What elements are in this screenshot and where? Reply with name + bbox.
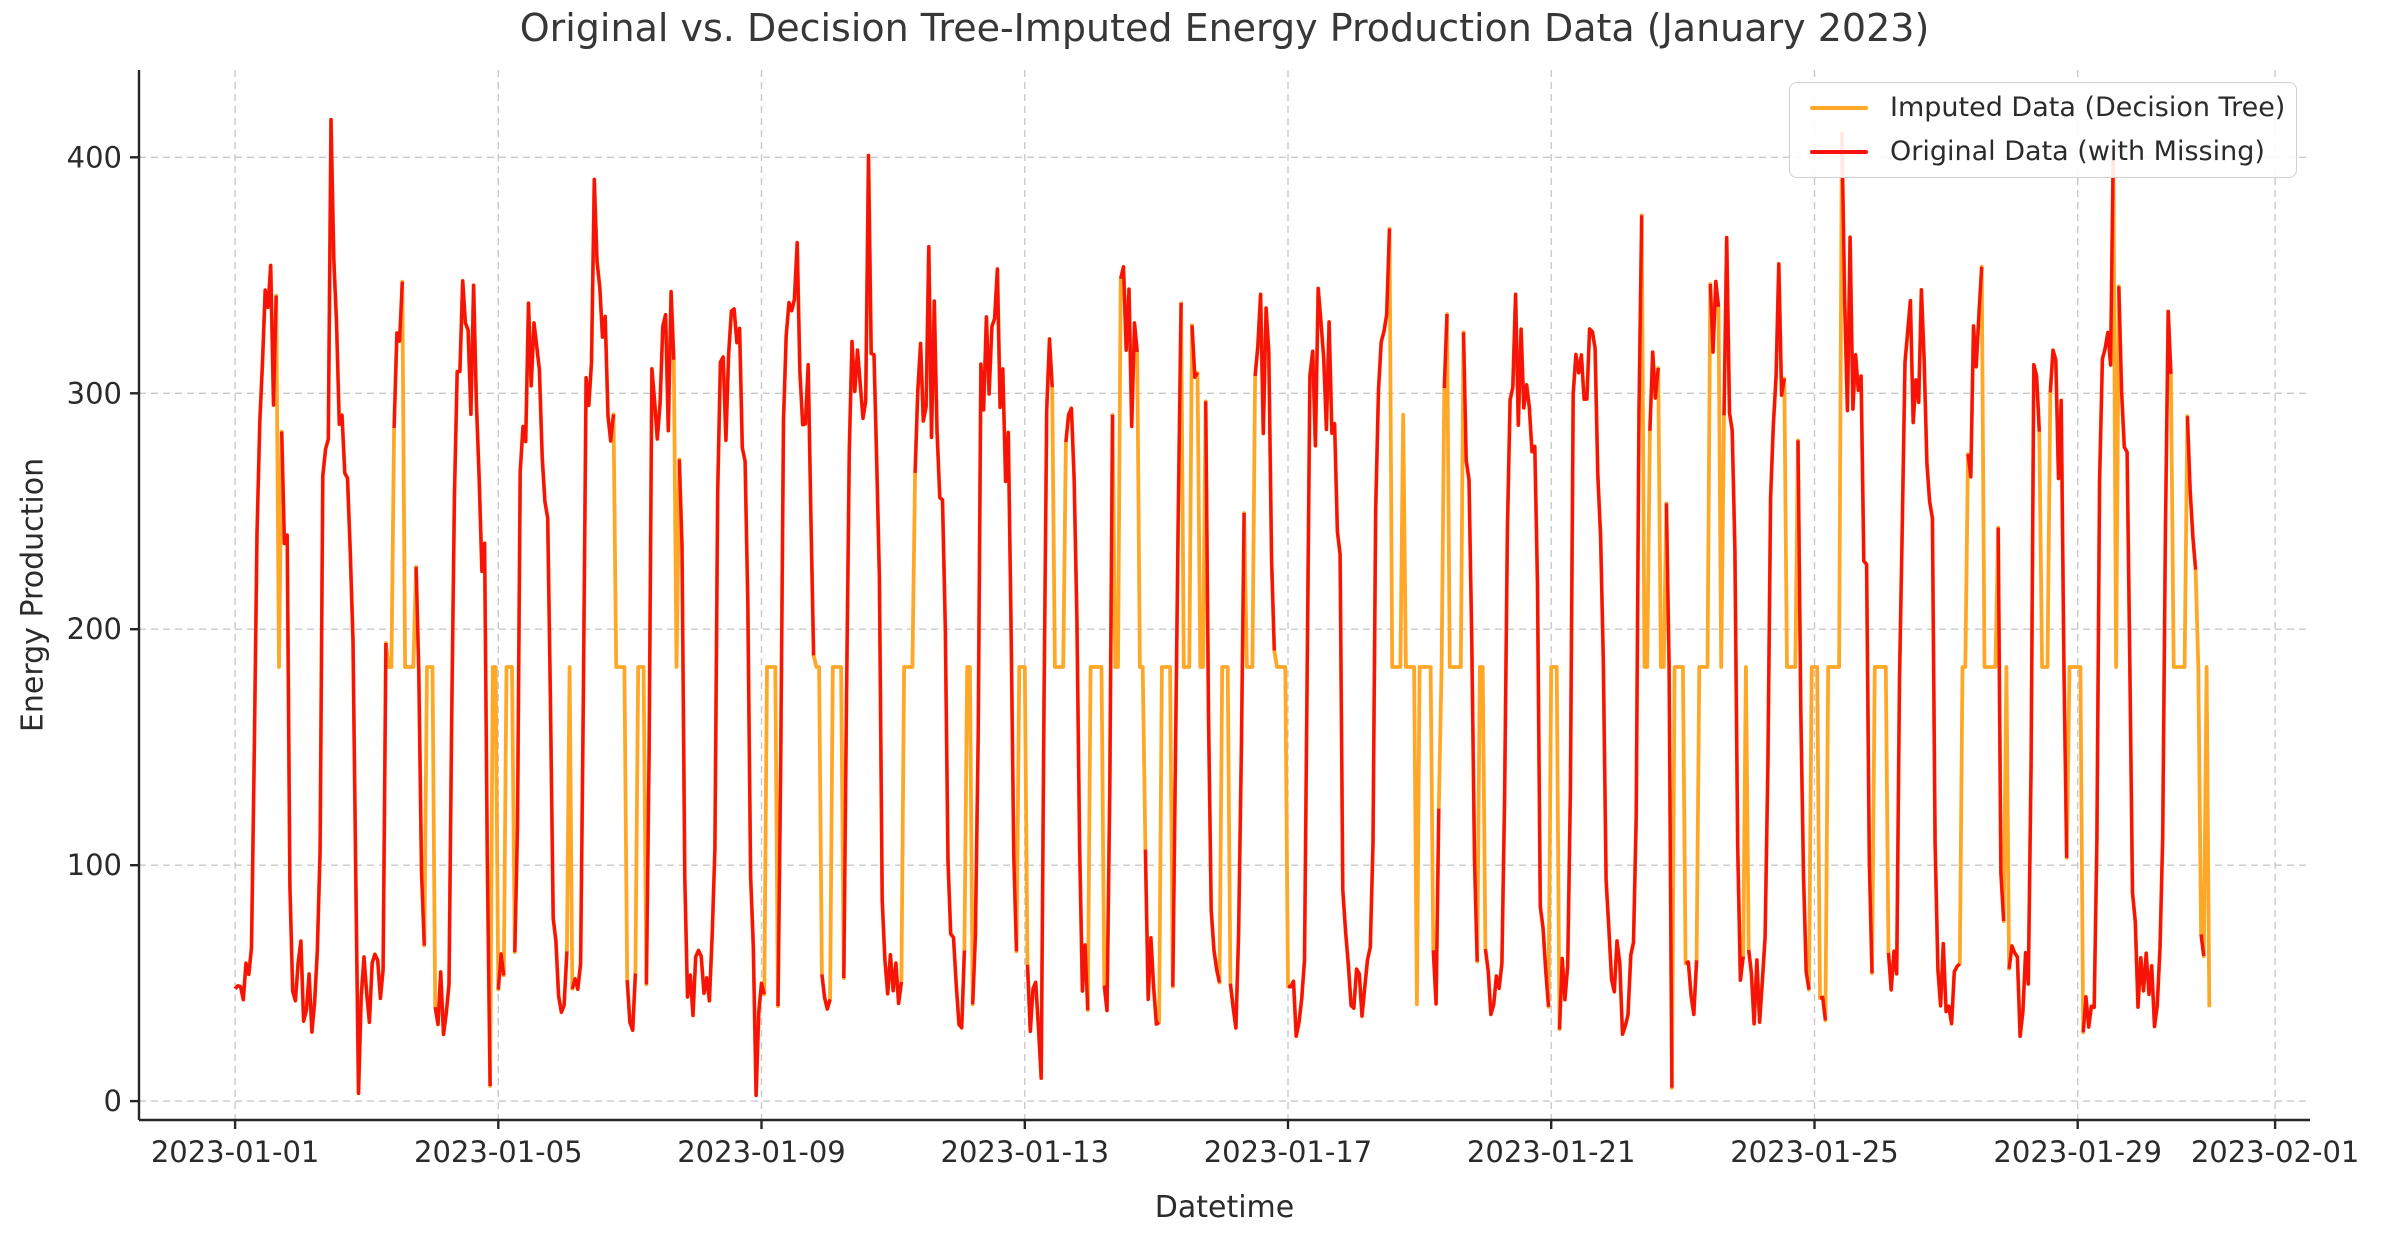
x-tick-label-2023-01-13: 2023-01-13 [941,1135,1110,1169]
legend-entry-imputed: Imputed Data (Decision Tree) [1804,91,2286,125]
x-tick-label-2023-02-01: 2023-02-01 [2191,1135,2360,1169]
chart-title: Original vs. Decision Tree-Imputed Energ… [519,6,1930,50]
x-tick-label-2023-01-05: 2023-01-05 [414,1135,583,1169]
y-tick-label-0: 0 [104,1084,122,1118]
y-tick-label-300: 300 [67,376,122,410]
x-tick-label-2023-01-01: 2023-01-01 [151,1135,320,1169]
original-series-line [235,120,2209,1096]
x-tick-label-2023-01-17: 2023-01-17 [1204,1135,1373,1169]
y-axis-label: Energy Production [15,457,51,733]
legend-label-original: Original Data (with Missing) [1890,136,2265,167]
imputed-series-line [233,117,2212,1098]
original-line-swatch [1810,150,1868,154]
x-tick-label-2023-01-21: 2023-01-21 [1467,1135,1636,1169]
x-tick-label-2023-01-25: 2023-01-25 [1730,1135,1899,1169]
y-tick-label-400: 400 [67,140,122,174]
y-tick-label-100: 100 [67,848,122,882]
imputed-line-swatch [1810,106,1868,110]
y-tick-label-200: 200 [67,612,122,646]
x-tick-label-2023-01-29: 2023-01-29 [1993,1135,2162,1169]
legend-entry-original: Original Data (with Missing) [1804,135,2282,169]
x-axis-label: Datetime [1154,1190,1295,1225]
legend-label-imputed: Imputed Data (Decision Tree) [1890,92,2286,123]
legend: Imputed Data (Decision Tree) Original Da… [1789,82,2297,178]
x-tick-label-2023-01-09: 2023-01-09 [677,1135,846,1169]
